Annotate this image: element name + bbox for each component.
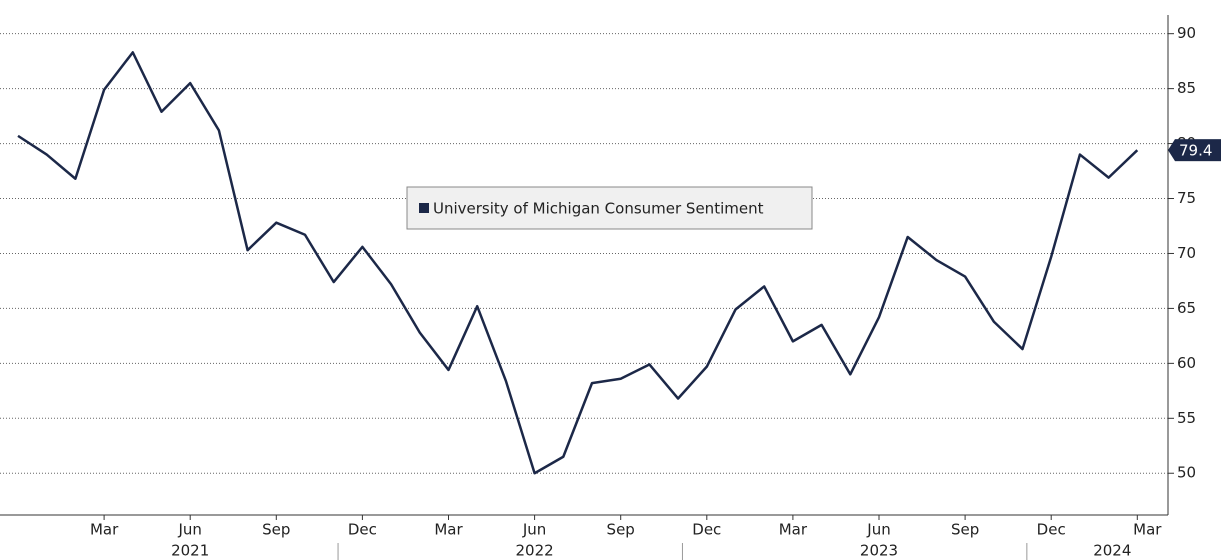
- y-tick-label: 55: [1177, 409, 1196, 427]
- year-label: 2023: [860, 542, 898, 560]
- x-tick-label: Dec: [348, 521, 377, 539]
- year-label: 2021: [171, 542, 209, 560]
- legend-swatch: [419, 203, 429, 213]
- last-value-pointer: [1168, 139, 1175, 162]
- x-tick-label: Mar: [434, 521, 463, 539]
- x-tick-label: Sep: [262, 521, 290, 539]
- x-tick-label: Jun: [522, 521, 546, 539]
- x-tick-label: Sep: [607, 521, 635, 539]
- y-tick-label: 70: [1177, 244, 1196, 262]
- x-tick-label: Mar: [90, 521, 119, 539]
- x-tick-label: Jun: [866, 521, 890, 539]
- legend-label: University of Michigan Consumer Sentimen…: [433, 200, 764, 218]
- year-label: 2024: [1093, 542, 1131, 560]
- y-tick-label: 85: [1177, 79, 1196, 97]
- line: [17, 51, 1139, 475]
- x-tick-label: Sep: [951, 521, 979, 539]
- y-tick-label: 65: [1177, 299, 1196, 317]
- year-label: 2022: [516, 542, 554, 560]
- x-tick-label: Dec: [692, 521, 721, 539]
- x-tick-label: Dec: [1037, 521, 1066, 539]
- y-tick-label: 50: [1177, 464, 1196, 482]
- y-tick-label: 60: [1177, 354, 1196, 372]
- x-tick-label: Mar: [779, 521, 808, 539]
- y-tick-label: 75: [1177, 189, 1196, 207]
- x-tick-label: Mar: [1133, 521, 1162, 539]
- last-value-label: 79.4: [1179, 142, 1212, 160]
- legend-box: [406, 186, 813, 230]
- x-tick-label: Jun: [177, 521, 201, 539]
- last-value-box: [1175, 139, 1221, 162]
- y-tick-label: 90: [1177, 24, 1196, 42]
